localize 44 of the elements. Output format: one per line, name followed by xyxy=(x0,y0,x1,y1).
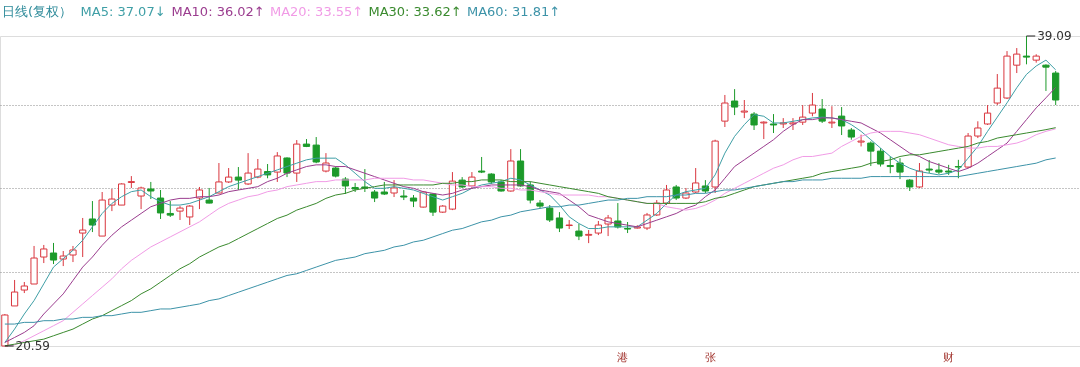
candlestick xyxy=(195,186,204,210)
candlestick xyxy=(351,182,359,193)
candlestick xyxy=(828,105,836,129)
candlestick xyxy=(789,117,797,131)
candlestick xyxy=(49,242,58,265)
candlestick xyxy=(769,113,778,134)
candlestick xyxy=(983,104,992,126)
candlestick xyxy=(215,162,223,194)
candlestick xyxy=(935,162,943,175)
candlestick xyxy=(88,200,97,233)
text: 港 xyxy=(617,351,629,364)
text: MA20: 33.55↑ xyxy=(269,4,364,19)
candlestick xyxy=(1022,35,1031,65)
text: 张 xyxy=(704,351,716,364)
candlestick xyxy=(993,73,1001,106)
candlestick xyxy=(1013,47,1021,74)
candlestick xyxy=(867,140,875,167)
text: 财 xyxy=(943,351,955,364)
candlestick xyxy=(857,134,865,147)
annotation: 20.59 xyxy=(15,339,50,353)
candlestick xyxy=(244,152,252,186)
candlestick xyxy=(721,94,729,128)
text: MA30: 33.62↑ xyxy=(368,4,462,19)
candlestick xyxy=(954,159,962,179)
candlestick xyxy=(1042,63,1050,92)
candlestick xyxy=(312,136,320,164)
annotation: 39.09 xyxy=(1037,29,1072,43)
candlestick xyxy=(40,244,48,264)
text: MA60: 31.81↑ xyxy=(466,4,561,19)
candlestick xyxy=(740,99,748,119)
text: MA5: 37.07↓ xyxy=(80,4,166,19)
candlestick xyxy=(79,217,87,258)
candlestick xyxy=(176,205,184,221)
candlestick xyxy=(808,92,817,117)
text: MA10: 36.02↑ xyxy=(171,4,265,19)
candlestick xyxy=(730,88,739,116)
candlestick xyxy=(186,204,194,226)
candlestick xyxy=(555,211,564,233)
candlestick xyxy=(273,151,281,183)
candlestick xyxy=(10,279,19,307)
chart-title: 日线(复权） xyxy=(2,4,73,19)
candlestick xyxy=(234,166,242,191)
candlestick xyxy=(896,157,904,180)
candlestick xyxy=(575,223,583,241)
